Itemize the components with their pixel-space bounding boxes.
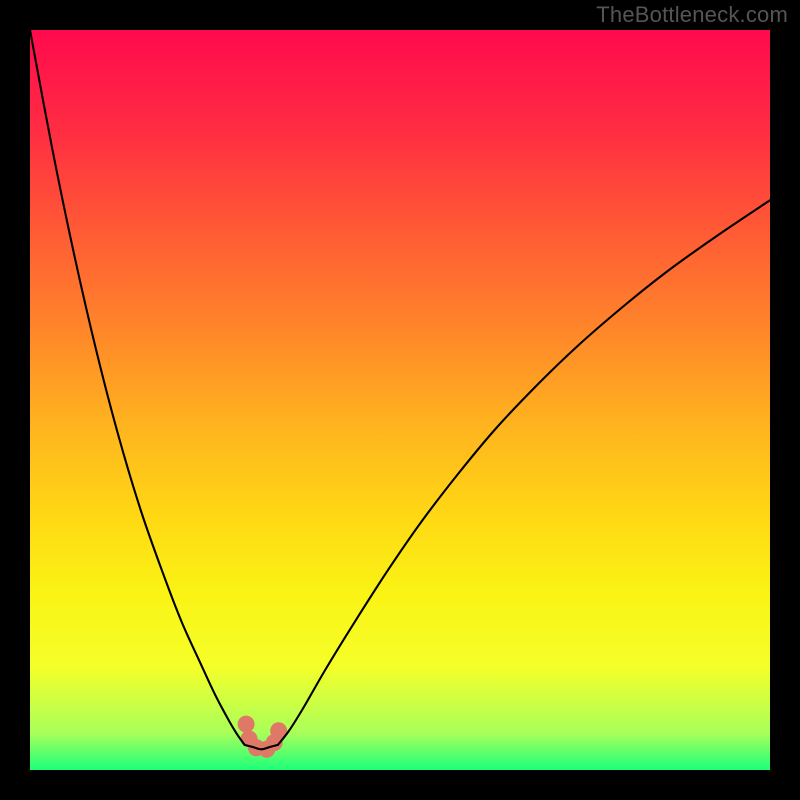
plot-background <box>30 30 770 770</box>
watermark-text: TheBottleneck.com <box>596 2 788 28</box>
bottleneck-chart <box>0 0 800 800</box>
chart-container: { "watermark": { "text": "TheBottleneck.… <box>0 0 800 800</box>
dip-marker <box>238 716 255 733</box>
